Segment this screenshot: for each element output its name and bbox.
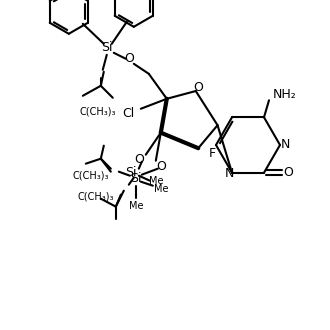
Text: Me: Me <box>148 176 163 186</box>
Text: O: O <box>134 153 144 166</box>
Text: C(CH₃)₃: C(CH₃)₃ <box>80 107 116 117</box>
Text: Si: Si <box>130 172 142 185</box>
Text: Me: Me <box>153 184 168 194</box>
Text: F: F <box>209 147 216 160</box>
Text: NH₂: NH₂ <box>273 88 297 101</box>
Text: C(CH₃)₃: C(CH₃)₃ <box>78 192 114 202</box>
Text: N: N <box>280 138 290 150</box>
Text: N: N <box>224 167 234 180</box>
Text: O: O <box>124 52 134 65</box>
Text: O: O <box>283 166 293 179</box>
Text: Si: Si <box>101 41 113 54</box>
Text: Me: Me <box>129 201 143 211</box>
Text: Si: Si <box>125 166 137 179</box>
Text: O: O <box>193 81 203 93</box>
Text: Cl: Cl <box>123 107 135 120</box>
Text: O: O <box>156 160 166 173</box>
Text: C(CH₃)₃: C(CH₃)₃ <box>73 171 109 181</box>
